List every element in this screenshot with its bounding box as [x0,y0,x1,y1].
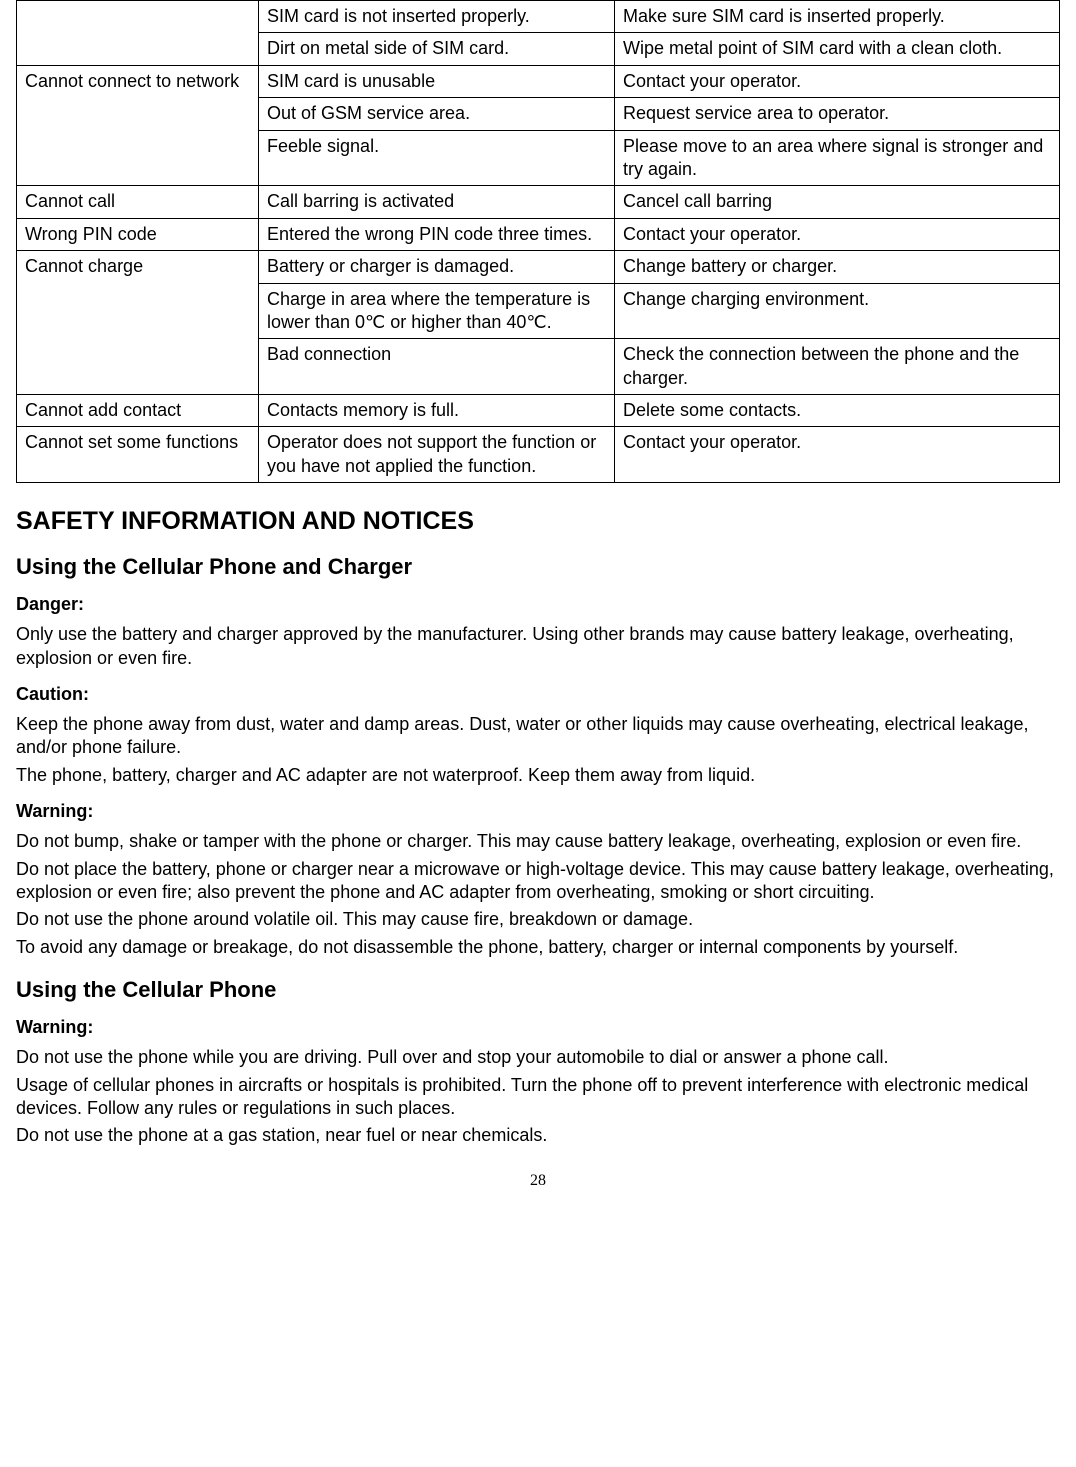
paragraph-warning1-1: Do not bump, shake or tamper with the ph… [16,830,1060,853]
cell-cause: Dirt on metal side of SIM card. [259,33,615,65]
cell-cause: Out of GSM service area. [259,98,615,130]
paragraph-warning2-3: Do not use the phone at a gas station, n… [16,1124,1060,1147]
cell-solution: Request service area to operator. [615,98,1060,130]
cell-cause: Contacts memory is full. [259,395,615,427]
page: SIM card is not inserted properly.Make s… [0,0,1076,1230]
cell-cause: SIM card is unusable [259,65,615,97]
page-number: 28 [16,1172,1060,1190]
cell-cause: Bad connection [259,339,615,395]
cell-cause: Charge in area where the temperature is … [259,283,615,339]
table-row: Cannot set some functionsOperator does n… [17,427,1060,483]
cell-solution: Contact your operator. [615,218,1060,250]
cell-solution: Cancel call barring [615,186,1060,218]
cell-cause: Operator does not support the function o… [259,427,615,483]
heading-using-phone: Using the Cellular Phone [16,977,1060,1003]
cell-problem: Cannot call [17,186,259,218]
cell-solution: Check the connection between the phone a… [615,339,1060,395]
table-row: Wrong PIN codeEntered the wrong PIN code… [17,218,1060,250]
cell-solution: Change charging environment. [615,283,1060,339]
paragraph-warning1-4: To avoid any damage or breakage, do not … [16,936,1060,959]
table-row: Cannot chargeBattery or charger is damag… [17,251,1060,283]
cell-solution: Contact your operator. [615,65,1060,97]
cell-cause: Battery or charger is damaged. [259,251,615,283]
paragraph-danger-1: Only use the battery and charger approve… [16,623,1060,670]
paragraph-warning1-3: Do not use the phone around volatile oil… [16,908,1060,931]
paragraph-caution-2: The phone, battery, charger and AC adapt… [16,764,1060,787]
paragraph-warning1-2: Do not place the battery, phone or charg… [16,858,1060,905]
table-row: Cannot callCall barring is activatedCanc… [17,186,1060,218]
cell-cause: SIM card is not inserted properly. [259,1,615,33]
cell-solution: Make sure SIM card is inserted properly. [615,1,1060,33]
heading-caution: Caution: [16,684,1060,705]
cell-problem [17,1,259,66]
heading-safety-info: SAFETY INFORMATION AND NOTICES [16,507,1060,536]
cell-cause: Feeble signal. [259,130,615,186]
heading-warning-2: Warning: [16,1017,1060,1038]
cell-problem: Cannot add contact [17,395,259,427]
paragraph-caution-1: Keep the phone away from dust, water and… [16,713,1060,760]
cell-cause: Call barring is activated [259,186,615,218]
cell-solution: Please move to an area where signal is s… [615,130,1060,186]
cell-problem: Cannot charge [17,251,259,395]
cell-problem: Cannot connect to network [17,65,259,186]
cell-problem: Cannot set some functions [17,427,259,483]
table-row: Cannot connect to networkSIM card is unu… [17,65,1060,97]
table-row: SIM card is not inserted properly.Make s… [17,1,1060,33]
heading-warning-1: Warning: [16,801,1060,822]
cell-solution: Contact your operator. [615,427,1060,483]
heading-danger: Danger: [16,594,1060,615]
cell-solution: Delete some contacts. [615,395,1060,427]
cell-problem: Wrong PIN code [17,218,259,250]
paragraph-warning2-2: Usage of cellular phones in aircrafts or… [16,1074,1060,1121]
heading-using-phone-charger: Using the Cellular Phone and Charger [16,554,1060,580]
table-row: Cannot add contactContacts memory is ful… [17,395,1060,427]
paragraph-warning2-1: Do not use the phone while you are drivi… [16,1046,1060,1069]
cell-cause: Entered the wrong PIN code three times. [259,218,615,250]
cell-solution: Change battery or charger. [615,251,1060,283]
troubleshooting-table: SIM card is not inserted properly.Make s… [16,0,1060,483]
cell-solution: Wipe metal point of SIM card with a clea… [615,33,1060,65]
